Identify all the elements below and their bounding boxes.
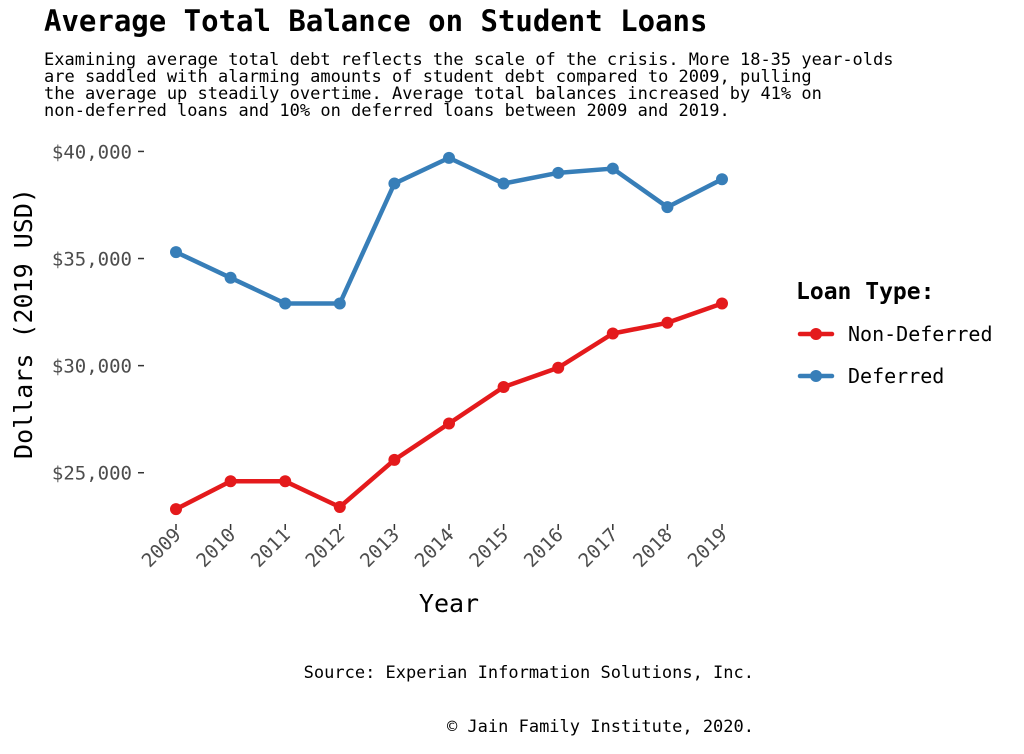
legend: Loan Type: Non-Deferred Deferred (796, 279, 993, 388)
data-point (170, 246, 182, 259)
data-point (224, 475, 237, 488)
x-tick-label: 2009 (138, 524, 186, 572)
data-point (170, 503, 182, 516)
y-axis-title: Dollars (2019 USD) (9, 188, 38, 459)
legend-label: Non-Deferred (848, 322, 993, 346)
data-point (279, 475, 292, 488)
caption-line: Source: Experian Information Solutions, … (303, 663, 754, 683)
data-point (716, 173, 728, 186)
x-tick-label: 2012 (301, 524, 349, 572)
x-tick-label: 2014 (411, 524, 459, 572)
x-tick-label: 2018 (629, 524, 677, 572)
series-line (173, 301, 725, 512)
y-tick-label: $35,000 (52, 249, 132, 271)
data-point (388, 177, 401, 190)
legend-label: Deferred (848, 364, 944, 388)
data-point (552, 166, 565, 179)
data-point (443, 151, 455, 164)
chart-title: Average Total Balance on Student Loans (44, 4, 708, 38)
y-tick-label: $25,000 (52, 463, 132, 485)
series-layer (170, 151, 728, 516)
data-point (606, 162, 619, 175)
subtitle-line: non-deferred loans and 10% on deferred l… (44, 101, 730, 121)
x-tick-label: 2013 (356, 524, 404, 572)
caption-line: © Jain Family Institute, 2020. (446, 717, 754, 737)
subtitle-line: Examining average total debt reflects th… (44, 50, 894, 70)
x-tick-label: 2016 (520, 524, 568, 572)
data-point (333, 297, 346, 310)
chart-caption: Source: Experian Information Solutions, … (304, 628, 754, 754)
data-point (716, 297, 728, 310)
y-tick-label: $40,000 (52, 141, 132, 163)
data-point (224, 271, 237, 284)
data-point (497, 177, 510, 190)
y-tick-label: $30,000 (52, 356, 132, 378)
series-line (173, 155, 725, 306)
data-point (388, 453, 401, 466)
x-tick-label: 2019 (684, 524, 732, 572)
chart-subtitle: Examining average total debt reflects th… (44, 52, 1004, 120)
subtitle-line: the average up steadily overtime. Averag… (44, 84, 822, 104)
x-tick-label: 2015 (465, 524, 513, 572)
line-chart: $25,000$30,000$35,000$40,000 2009 2010 201… (9, 141, 993, 618)
data-point (497, 381, 510, 394)
legend-swatch-point (810, 370, 822, 382)
data-point (333, 501, 346, 514)
data-point (279, 297, 292, 310)
data-point (661, 316, 674, 329)
x-tick-label: 2010 (192, 524, 240, 572)
legend-title: Loan Type: (796, 279, 934, 305)
data-point (606, 327, 619, 340)
x-axis-title: Year (419, 589, 479, 618)
x-tick-label: 2011 (247, 524, 295, 572)
data-point (661, 201, 674, 214)
x-axis: 2009 2010 2011 2012 2013 2014 2015 2016 2017 2018… (138, 524, 732, 572)
data-point (443, 417, 455, 430)
legend-swatch-point (810, 328, 822, 340)
subtitle-line: are saddled with alarming amounts of stu… (44, 67, 812, 87)
data-point (552, 361, 565, 374)
x-tick-label: 2017 (574, 524, 622, 572)
y-axis: $25,000 $30,000 $35,000 $40,000 (52, 141, 144, 485)
